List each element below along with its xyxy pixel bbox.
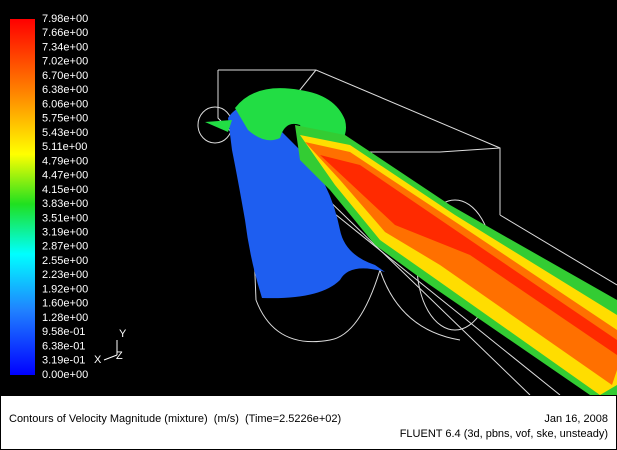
axis-y: Y — [119, 328, 127, 340]
colorbar-label: 7.98e+00 — [42, 13, 88, 25]
axis-z: Z — [116, 350, 123, 362]
footer-title: Contours of Velocity Magnitude (mixture)… — [9, 413, 342, 425]
colorbar-label: 4.79e+00 — [42, 155, 88, 167]
axis-triad — [103, 340, 118, 361]
jet-core — [320, 155, 617, 355]
green-patch — [205, 120, 232, 132]
colorbar — [10, 19, 35, 375]
colorbar-label: 3.51e+00 — [42, 212, 88, 224]
colorbar-label: 3.19e-01 — [42, 355, 85, 367]
colorbar-label: 1.60e+00 — [42, 298, 88, 310]
colorbar-label: 7.34e+00 — [42, 41, 88, 53]
footer: Contours of Velocity Magnitude (mixture)… — [0, 395, 617, 450]
colorbar-label: 6.38e+00 — [42, 84, 88, 96]
colorbar-label: 1.92e+00 — [42, 283, 88, 295]
colorbar-label: 2.23e+00 — [42, 269, 88, 281]
colorbar-label: 6.70e+00 — [42, 70, 88, 82]
colorbar-label: 7.02e+00 — [42, 56, 88, 68]
colorbar-label: 6.06e+00 — [42, 98, 88, 110]
colorbar-label: 5.43e+00 — [42, 127, 88, 139]
viewport: Y X Z 7.98e+00 7.66e+00 7.34e+00 7.02e+00 6.… — [10, 12, 617, 395]
colorbar-label: 6.38e-01 — [42, 340, 85, 352]
axis-x: X — [94, 354, 102, 366]
blue-region — [228, 106, 385, 299]
colorbar-label: 4.47e+00 — [42, 170, 88, 182]
colorbar-label: 3.19e+00 — [42, 227, 88, 239]
colorbar-label: 5.75e+00 — [42, 113, 88, 125]
colorbar-label: 0.00e+00 — [42, 369, 88, 381]
colorbar-label: 3.83e+00 — [42, 198, 88, 210]
footer-version: FLUENT 6.4 (3d, pbns, vof, ske, unsteady… — [399, 428, 608, 440]
colorbar-label: 2.87e+00 — [42, 241, 88, 253]
colorbar-label: 2.55e+00 — [42, 255, 88, 267]
colorbar-label: 5.11e+00 — [42, 141, 87, 153]
colorbar-label: 4.15e+00 — [42, 184, 88, 196]
footer-date: Jan 16, 2008 — [544, 413, 608, 425]
colorbar-label: 1.28e+00 — [42, 312, 88, 324]
colorbar-label: 9.58e-01 — [42, 326, 85, 338]
colorbar-label: 7.66e+00 — [42, 27, 88, 39]
